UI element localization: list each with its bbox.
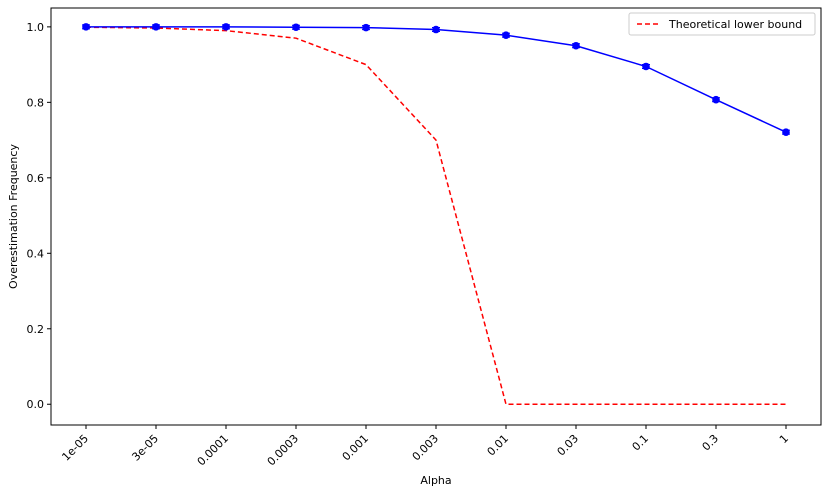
series-line-theoretical [85, 26, 786, 405]
x-axis-label: Alpha [420, 474, 451, 487]
legend-label: Theoretical lower bound [668, 18, 802, 31]
x-tick-label: 0.1 [630, 432, 652, 454]
y-tick-label: 1.0 [27, 21, 45, 34]
x-tick-label: 0.01 [485, 432, 512, 459]
data-point [362, 23, 370, 32]
x-tick-label: 0.0001 [195, 432, 231, 468]
data-point [82, 23, 90, 31]
data-point [572, 41, 580, 50]
legend: Theoretical lower bound [628, 12, 816, 36]
data-point [292, 23, 300, 32]
y-axis: 0.0 0.2 0.4 0.6 0.8 1.0 [27, 21, 51, 411]
y-tick-label: 0.2 [27, 323, 45, 336]
x-tick-label: 0.3 [700, 432, 722, 454]
plot-frame [50, 7, 822, 426]
data-point [152, 23, 160, 31]
y-axis-label: Overestimation Frequency [7, 144, 20, 289]
data-point [712, 95, 720, 104]
data-point [782, 128, 790, 136]
data-point [222, 23, 230, 31]
x-axis: 1e-05 3e-05 0.0001 0.0003 0.001 0.003 0.01 0.03… [59, 425, 791, 468]
data-point [432, 25, 440, 34]
x-tick-label: 1 [777, 432, 791, 446]
x-tick-label: 1e-05 [59, 432, 91, 464]
y-tick-label: 0.0 [27, 398, 45, 411]
x-tick-label: 3e-05 [129, 432, 161, 464]
y-tick-label: 0.6 [27, 172, 45, 185]
plot-area [82, 23, 790, 405]
data-point [502, 31, 510, 39]
y-tick-label: 0.8 [27, 96, 45, 109]
legend-box [628, 12, 816, 36]
x-tick-label: 0.001 [340, 432, 371, 463]
x-tick-label: 0.003 [410, 432, 441, 463]
y-tick-label: 0.4 [27, 247, 45, 260]
series-line-measured [86, 26, 787, 133]
x-tick-label: 0.03 [555, 432, 582, 459]
x-tick-label: 0.0003 [265, 432, 301, 468]
data-point [642, 62, 650, 71]
